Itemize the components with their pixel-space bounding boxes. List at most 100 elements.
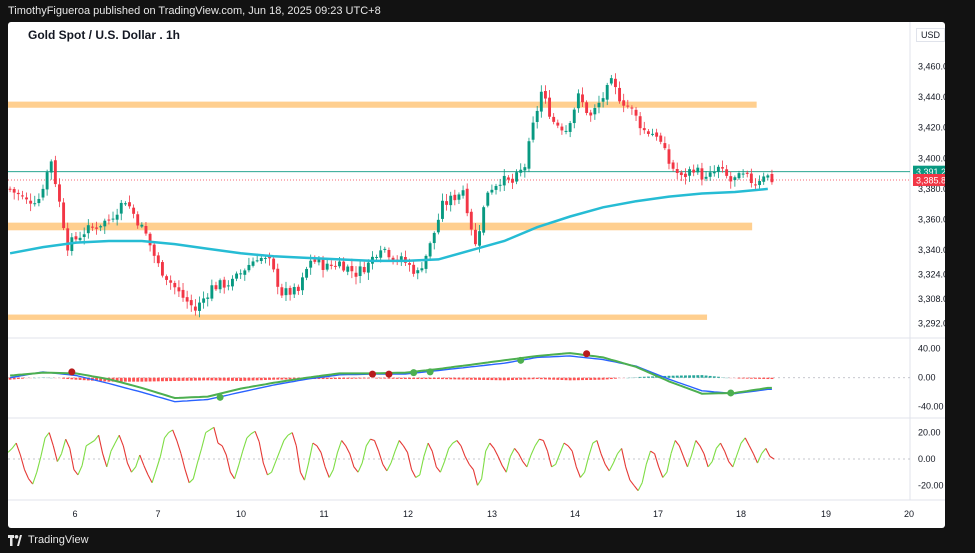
macd-histogram-bar	[354, 377, 358, 379]
macd-histogram-bar	[716, 376, 720, 378]
macd-histogram-bar	[218, 377, 222, 381]
macd-histogram-bar	[160, 377, 164, 382]
macd-histogram-bar	[115, 377, 119, 382]
oscillator-segment	[707, 461, 713, 468]
chart-canvas[interactable]: 3,460.00 3,440.00 3,420.00 3,400.00 3,380.00…	[8, 22, 945, 528]
candle-body	[626, 105, 630, 107]
macd-histogram-bar	[8, 377, 12, 380]
oscillator-segment	[728, 461, 734, 468]
macd-histogram-bar	[136, 377, 140, 382]
price-axis-tick: 3,292.00	[918, 319, 945, 329]
time-axis-tick: 12	[403, 509, 413, 519]
candle-body	[29, 200, 33, 204]
candle-body	[342, 261, 346, 271]
oscillator-segment	[81, 445, 87, 466]
candle-body	[140, 224, 144, 227]
macd-histogram-bar	[733, 377, 737, 379]
macd-histogram-bar	[630, 377, 634, 379]
oscillator-segment	[52, 445, 58, 462]
oscillator-segment	[271, 461, 277, 473]
oscillator-segment	[406, 452, 413, 470]
symbol-title[interactable]: Gold Spot / U.S. Dollar . 1h	[28, 28, 181, 42]
oscillator-segment	[188, 478, 194, 484]
support-resistance-zone	[8, 314, 708, 320]
candle-body	[692, 169, 696, 173]
candle-body	[646, 131, 650, 134]
oscillator-segment	[666, 453, 672, 473]
macd-histogram-bar	[276, 377, 280, 380]
macd-histogram-bar	[593, 377, 597, 380]
price-label: 3,385.85	[916, 175, 945, 185]
oscillator-segment	[201, 432, 207, 449]
candle-body	[309, 260, 313, 268]
macd-histogram-bar	[342, 377, 346, 379]
macd-histogram-bar	[597, 377, 601, 380]
currency-label[interactable]: USD	[916, 28, 946, 42]
macd-histogram-bar	[737, 377, 741, 379]
oscillator-segment	[542, 440, 549, 452]
candle-body	[123, 203, 127, 205]
candle-body	[560, 126, 564, 131]
macd-histogram-bar	[478, 377, 481, 380]
oscillator-segment	[756, 453, 763, 464]
candle-body	[329, 264, 333, 266]
candle-body	[25, 197, 28, 200]
macd-histogram-bar	[222, 377, 226, 381]
candle-body	[548, 97, 551, 117]
oscillator-segment	[11, 442, 17, 449]
oscillator-segment	[555, 453, 561, 465]
macd-histogram-bar	[243, 377, 247, 381]
macd-histogram-bar	[543, 377, 547, 380]
oscillator-segment	[427, 442, 433, 452]
macd-histogram-bar	[144, 377, 148, 382]
macd-histogram-bar	[12, 377, 16, 380]
candle-body	[597, 102, 601, 108]
macd-histogram-bar	[539, 377, 543, 380]
candle-body	[708, 172, 712, 177]
candle-body	[321, 259, 325, 270]
macd-histogram-bar	[688, 375, 692, 378]
macd-histogram-bar	[469, 377, 473, 380]
macd-histogram-bar	[214, 377, 218, 381]
oscillator-segment	[695, 440, 701, 447]
oscillator-segment	[650, 450, 655, 455]
oscillator-segment	[394, 440, 400, 452]
macd-histogram-bar	[185, 377, 189, 381]
candle-body	[749, 173, 753, 184]
candle-body	[152, 244, 156, 256]
candle-body	[572, 109, 576, 124]
macd-histogram-bar	[169, 377, 173, 382]
time-axis-tick: 14	[570, 509, 580, 519]
oscillator-segment	[415, 474, 421, 478]
candle-body	[86, 225, 90, 234]
macd-histogram-bar	[515, 377, 519, 380]
oscillator-segment	[546, 450, 553, 468]
footer-brand[interactable]: TradingView	[28, 534, 89, 546]
macd-histogram-bar	[379, 377, 383, 379]
candle-body	[721, 167, 724, 169]
oscillator-segment	[23, 469, 30, 480]
candle-body	[663, 143, 667, 149]
oscillator-segment	[575, 466, 581, 478]
oscillator-segment	[131, 466, 137, 473]
candle-body	[684, 173, 687, 178]
candle-body	[502, 175, 506, 186]
macd-histogram-bar	[482, 377, 486, 380]
macd-histogram-bar	[350, 377, 354, 379]
oscillator-segment	[621, 448, 627, 468]
price-axis-tick: 3,380.00	[918, 184, 945, 194]
candle-body	[354, 272, 358, 277]
oscillator-segment	[291, 432, 297, 446]
macd-histogram-bar	[704, 375, 708, 378]
oscillator-segment	[316, 445, 322, 453]
macd-histogram-bar	[132, 377, 136, 382]
oscillator-segment	[332, 452, 339, 470]
oscillator-segment	[477, 478, 483, 486]
macd-histogram-bar	[465, 377, 469, 380]
oscillator-segment	[715, 442, 721, 449]
macd-histogram-bar	[412, 377, 416, 380]
oscillator-segment	[172, 429, 178, 441]
candle-body	[288, 287, 292, 295]
candle-body	[62, 202, 66, 229]
macd-histogram-bar	[206, 377, 210, 381]
